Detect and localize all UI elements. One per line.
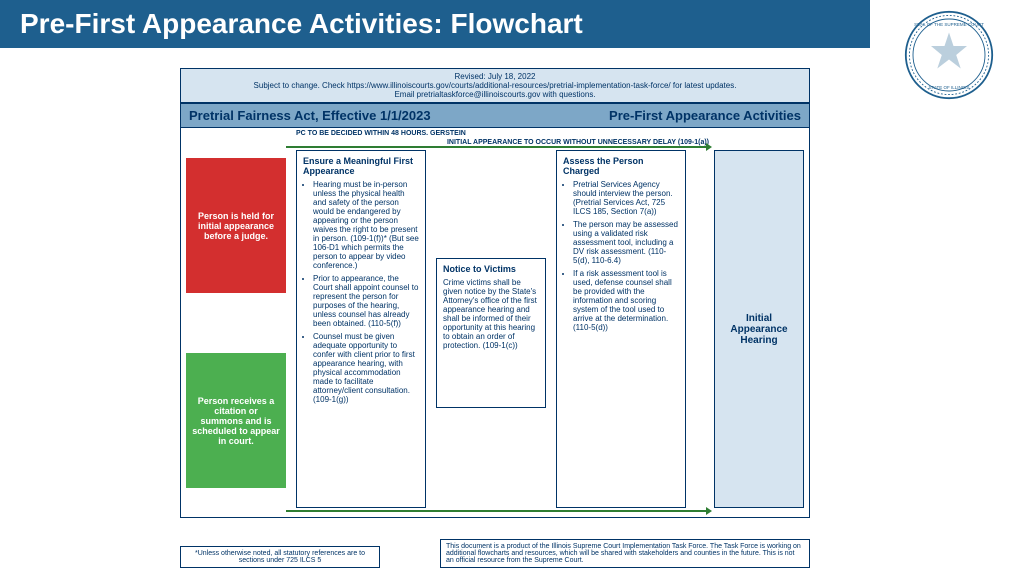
assess-title: Assess the Person Charged — [563, 156, 679, 176]
ensure-title: Ensure a Meaningful First Appearance — [303, 156, 419, 176]
svg-text:SEAL OF THE SUPREME COURT: SEAL OF THE SUPREME COURT — [914, 22, 984, 27]
arrow-top — [286, 146, 706, 148]
court-seal-icon: SEAL OF THE SUPREME COURT STATE OF ILLIN… — [904, 10, 994, 100]
page-title: Pre-First Appearance Activities: Flowcha… — [0, 0, 870, 48]
assess-bullet-3: If a risk assessment tool is used, defen… — [573, 269, 679, 332]
arrow-bottom — [286, 510, 706, 512]
timing-top: PC TO BE DECIDED WITHIN 48 HOURS. GERSTE… — [296, 130, 709, 137]
footnote-left: *Unless otherwise noted, all statutory r… — [180, 546, 380, 568]
revised-line1: Revised: July 18, 2022 — [189, 72, 801, 81]
ensure-bullet-1: Hearing must be in-person unless the phy… — [313, 180, 419, 270]
flowchart-header: Pretrial Fairness Act, Effective 1/1/202… — [180, 103, 810, 128]
initial-hearing-box: Initial Appearance Hearing — [714, 150, 804, 508]
timing-bottom: INITIAL APPEARANCE TO OCCUR WITHOUT UNNE… — [296, 139, 709, 146]
header-right: Pre-First Appearance Activities — [609, 108, 801, 123]
ensure-box: Ensure a Meaningful First Appearance Hea… — [296, 150, 426, 508]
footnote-right: This document is a product of the Illino… — [440, 539, 810, 568]
header-left: Pretrial Fairness Act, Effective 1/1/202… — [189, 108, 431, 123]
notice-title: Notice to Victims — [443, 264, 539, 274]
held-box: Person is held for initial appearance be… — [186, 158, 286, 293]
notice-body: Crime victims shall be given notice by t… — [443, 278, 539, 350]
revised-line2: Subject to change. Check https://www.ill… — [189, 81, 801, 90]
ensure-bullet-2: Prior to appearance, the Court shall app… — [313, 274, 419, 328]
flowchart-container: Revised: July 18, 2022 Subject to change… — [180, 68, 810, 518]
notice-box: Notice to Victims Crime victims shall be… — [436, 258, 546, 408]
arrow-head-bottom — [706, 507, 712, 515]
ensure-bullet-3: Counsel must be given adequate opportuni… — [313, 332, 419, 404]
citation-box: Person receives a citation or summons an… — [186, 353, 286, 488]
assess-bullet-2: The person may be assessed using a valid… — [573, 220, 679, 265]
svg-text:STATE OF ILLINOIS: STATE OF ILLINOIS — [928, 85, 969, 90]
flow-area: PC TO BE DECIDED WITHIN 48 HOURS. GERSTE… — [180, 128, 810, 518]
revised-notice: Revised: July 18, 2022 Subject to change… — [180, 68, 810, 103]
start-boxes: Person is held for initial appearance be… — [186, 158, 286, 488]
assess-box: Assess the Person Charged Pretrial Servi… — [556, 150, 686, 508]
assess-bullet-1: Pretrial Services Agency should intervie… — [573, 180, 679, 216]
arrow-head-top — [706, 143, 712, 151]
revised-line3: Email pretrialtaskforce@illinoiscourts.g… — [189, 90, 801, 99]
timing-labels: PC TO BE DECIDED WITHIN 48 HOURS. GERSTE… — [296, 130, 709, 146]
